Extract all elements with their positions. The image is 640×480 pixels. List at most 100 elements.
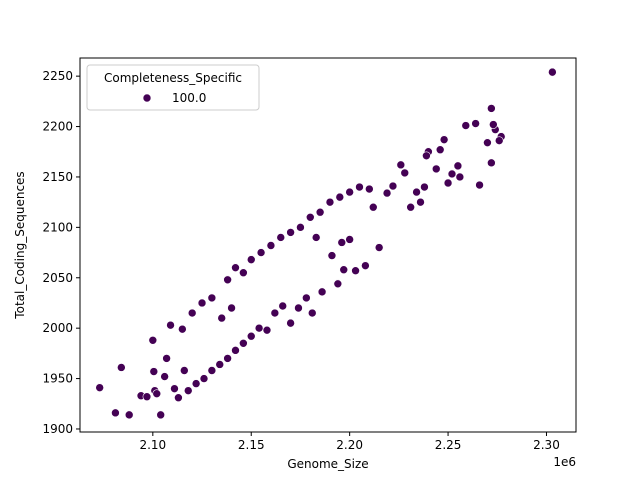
data-point — [239, 268, 248, 278]
data-point — [548, 67, 557, 77]
data-point — [337, 238, 347, 247]
data-point — [422, 151, 431, 161]
data-point — [180, 366, 189, 375]
data-point — [156, 410, 165, 420]
data-point — [471, 119, 480, 128]
y-tick-label: 2150 — [42, 170, 73, 184]
data-point — [170, 384, 179, 393]
data-point — [111, 408, 120, 418]
data-point — [166, 320, 175, 330]
data-point — [207, 293, 217, 303]
x-tick-label: 2.25 — [435, 438, 462, 452]
y-tick-label: 1950 — [42, 372, 73, 386]
data-point — [475, 180, 484, 190]
y-tick-label: 2000 — [42, 321, 73, 335]
data-point — [416, 197, 425, 207]
data-point — [174, 393, 183, 403]
data-point — [351, 266, 360, 276]
data-point — [239, 338, 248, 348]
data-point — [365, 184, 374, 194]
data-point — [382, 188, 392, 198]
data-point — [296, 223, 305, 232]
data-point — [231, 346, 240, 355]
data-point — [339, 265, 349, 274]
data-point — [455, 172, 465, 182]
legend: Completeness_Specific 100.0 — [86, 64, 260, 111]
data-point — [325, 197, 335, 207]
data-point — [286, 228, 295, 237]
y-axis-label: Total_Coding_Sequences — [13, 171, 27, 319]
data-point — [217, 313, 227, 323]
data-point — [487, 158, 496, 168]
plot-area-border — [79, 57, 577, 433]
y-tick-label: 1900 — [42, 422, 73, 436]
data-point — [278, 301, 288, 311]
x-tick-label: 2.10 — [139, 438, 166, 452]
data-point — [305, 212, 315, 222]
data-point — [183, 386, 193, 395]
data-point — [443, 178, 453, 188]
legend-marker — [142, 93, 152, 103]
data-point — [270, 308, 280, 318]
data-point — [420, 182, 429, 192]
axes-frame — [79, 57, 577, 433]
data-point — [431, 164, 441, 174]
data-point — [254, 323, 264, 333]
data-point — [494, 136, 504, 145]
data-point — [489, 120, 498, 129]
data-point — [231, 263, 240, 272]
data-point — [307, 308, 317, 318]
data-point — [197, 298, 207, 308]
data-point — [246, 255, 256, 264]
y-tick-label: 2250 — [42, 69, 73, 83]
data-point — [262, 325, 272, 335]
data-point — [246, 331, 256, 341]
data-point — [317, 287, 327, 297]
data-point — [311, 233, 321, 242]
data-point — [95, 383, 104, 392]
data-point — [117, 363, 126, 372]
data-point — [124, 410, 134, 420]
data-point — [396, 160, 406, 170]
data-point — [447, 169, 457, 179]
data-point — [223, 275, 232, 285]
x-tick-label: 2.30 — [533, 438, 560, 452]
data-point — [368, 202, 378, 212]
y-tick-label: 2200 — [42, 120, 73, 134]
data-point — [487, 104, 496, 113]
data-point — [142, 392, 152, 402]
data-point — [374, 243, 384, 252]
data-point — [207, 366, 217, 375]
data-point — [400, 168, 410, 178]
data-point — [294, 303, 303, 313]
data-point — [149, 367, 159, 376]
data-point — [215, 360, 225, 369]
data-point — [439, 135, 449, 144]
data-point — [333, 279, 343, 289]
data-point — [361, 261, 370, 270]
data-point — [286, 318, 295, 328]
data-point — [345, 187, 354, 197]
x-axis-offset-label: 1e6 — [553, 455, 576, 469]
x-tick-label: 2.20 — [336, 438, 363, 452]
data-point — [178, 324, 187, 334]
data-point — [191, 379, 201, 388]
legend-box — [86, 64, 260, 111]
data-point — [160, 372, 169, 381]
scatter-points — [95, 67, 557, 420]
x-axis-ticks: 2.10 2.15 2.20 2.25 2.30 — [139, 432, 560, 452]
data-point — [227, 303, 236, 313]
data-point — [152, 389, 162, 398]
data-point — [388, 181, 398, 191]
data-point — [335, 192, 345, 202]
data-point — [223, 354, 232, 363]
data-point — [483, 138, 492, 147]
x-axis-label: Genome_Size — [287, 457, 368, 471]
data-point — [406, 202, 415, 212]
y-tick-label: 2100 — [42, 220, 73, 234]
y-tick-label: 2050 — [42, 271, 73, 285]
data-point — [453, 161, 463, 171]
data-point — [276, 233, 286, 242]
data-point — [162, 354, 171, 363]
